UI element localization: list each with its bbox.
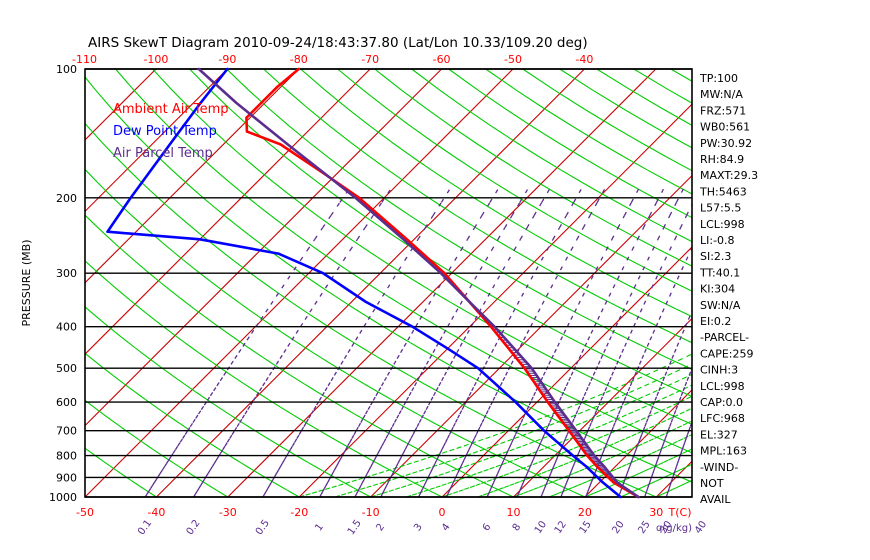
- temp-tick-label-bottom: -40: [147, 506, 165, 519]
- legend-item-3: Air Parcel Temp: [113, 146, 213, 161]
- grid-lines-group: [84, 68, 693, 498]
- page-title: AIRS SkewT Diagram 2010-09-24/18:43:37.8…: [88, 35, 588, 51]
- temp-tick-label-bottom: -20: [290, 506, 308, 519]
- y-axis-title: PRESSURE (MB): [20, 240, 33, 327]
- temp-tick-label-top: -110: [72, 53, 97, 66]
- temp-tick-label-bottom: 20: [578, 506, 592, 519]
- legend-group: Ambient Air Temp Dew Point Temp Air Parcel…: [113, 102, 229, 161]
- parameter-item: LI:-0.8: [700, 234, 735, 247]
- parameter-item: MPL:163: [700, 445, 747, 458]
- temp-tick-label-bottom: 30: [649, 506, 663, 519]
- mixing-ratio-tick-label: 6: [481, 522, 494, 534]
- pressure-tick-label: 100: [56, 63, 77, 76]
- pressure-tick-label: 900: [56, 471, 77, 484]
- parameter-item: LCL:998: [700, 218, 745, 231]
- parameter-item: MW:N/A: [700, 88, 743, 101]
- temp-tick-label-bottom: -10: [362, 506, 380, 519]
- parameter-item: CAP:0.0: [700, 396, 743, 409]
- parameter-item: AVAIL: [700, 493, 731, 506]
- x-axis-title-mixing: q(g/kg): [656, 523, 692, 534]
- parameter-item: -WIND-: [700, 461, 738, 474]
- parameter-item: PW:30.92: [700, 137, 752, 150]
- legend-item-2: Dew Point Temp: [113, 124, 217, 139]
- sounding-curve-1: [245, 67, 640, 499]
- parameter-item: CINH:3: [700, 364, 738, 377]
- pressure-tick-label: 300: [56, 267, 77, 280]
- sounding-curve-3: [197, 67, 640, 499]
- temp-tick-label-bottom: -50: [76, 506, 94, 519]
- temp-tick-label-top: -70: [361, 53, 379, 66]
- parameter-item: TT:40.1: [699, 266, 740, 279]
- pressure-tick-label: 200: [56, 192, 77, 205]
- parameter-item: EI:0.2: [700, 315, 731, 328]
- temp-tick-label-top: -60: [433, 53, 451, 66]
- temp-tick-label-top: -80: [290, 53, 308, 66]
- parameter-item: FRZ:571: [700, 104, 746, 117]
- parameter-item: -PARCEL-: [700, 331, 749, 344]
- pressure-tick-label: 800: [56, 450, 77, 463]
- legend-item-1: Ambient Air Temp: [113, 102, 229, 117]
- parameter-item: MAXT:29.3: [700, 169, 758, 182]
- temp-tick-label-top: -90: [218, 53, 236, 66]
- temp-tick-label-top: -50: [504, 53, 522, 66]
- parameter-list-group: TP:100 MW:N/A FRZ:571 WB0:561 PW:30.92 RH:84.…: [699, 72, 758, 506]
- parameter-item: RH:84.9: [700, 153, 744, 166]
- parameter-item: SI:2.3: [700, 250, 731, 263]
- parameter-item: L57:5.5: [700, 202, 741, 215]
- pressure-tick-label: 700: [56, 425, 77, 438]
- parameter-item: NOT: [700, 477, 724, 490]
- pressure-tick-label: 1000: [49, 491, 77, 504]
- temp-tick-label-bottom: 0: [439, 506, 446, 519]
- temp-tick-label-top: -100: [143, 53, 168, 66]
- sounding-curves-group: [106, 67, 640, 499]
- temp-tick-label-bottom: 10: [506, 506, 520, 519]
- mixing-ratio-tick-label: 8: [511, 522, 524, 534]
- pressure-tick-label: 400: [56, 321, 77, 334]
- parameter-item: WB0:561: [700, 121, 750, 134]
- parameter-item: LCL:998: [700, 380, 745, 393]
- temp-tick-label-bottom: -30: [219, 506, 237, 519]
- temp-tick-label-top: -40: [575, 53, 593, 66]
- parameter-item: SW:N/A: [700, 299, 741, 312]
- pressure-tick-label: 600: [56, 396, 77, 409]
- mixing-ratio-tick-label: 4: [440, 522, 453, 534]
- parameter-item: TP:100: [699, 72, 738, 85]
- parameter-item: LFC:968: [700, 412, 745, 425]
- mixing-ratio-tick-label: 1: [313, 522, 326, 534]
- parameter-item: KI:304: [700, 283, 735, 296]
- mixing-ratio-tick-label: 3: [412, 522, 425, 534]
- x-axis-title-temp: T(C): [668, 506, 692, 519]
- pressure-tick-label: 500: [56, 362, 77, 375]
- parameter-item: EL:327: [700, 428, 738, 441]
- parameter-item: CAPE:259: [700, 347, 754, 360]
- mixing-ratio-tick-label: 2: [374, 522, 387, 534]
- sounding-curve-2: [106, 67, 622, 499]
- parameter-item: TH:5463: [699, 185, 747, 198]
